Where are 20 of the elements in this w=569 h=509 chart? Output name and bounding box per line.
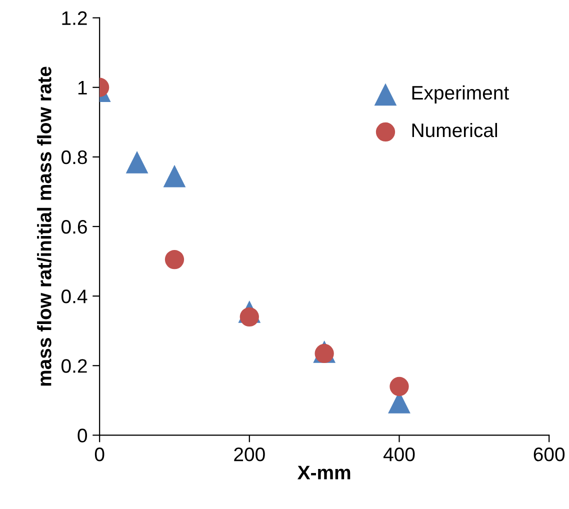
x-tick-label: 600 <box>534 448 565 462</box>
y-axis-title: mass flow rat/initial mass flow rate <box>37 66 52 386</box>
legend-label: Numerical <box>412 122 497 138</box>
y-tick-label: 0.8 <box>62 150 87 164</box>
x-tick-label: 0 <box>94 448 104 462</box>
y-tick-label: 0.4 <box>62 290 88 304</box>
y-tick-label: 1 <box>78 81 87 94</box>
y-tick-label: 0.6 <box>62 220 87 234</box>
x-tick-label: 200 <box>234 448 265 462</box>
y-tick-label: 0 <box>78 428 88 442</box>
point <box>126 150 148 174</box>
point <box>390 376 409 396</box>
y-tick-label: 0.2 <box>62 359 87 373</box>
x-axis-title: X-mm <box>297 466 350 480</box>
legend-label: Experiment <box>412 85 509 104</box>
point <box>163 164 186 188</box>
point <box>240 307 259 327</box>
y-tick-label: 1.2 <box>62 11 87 25</box>
x-tick-label: 400 <box>383 448 415 462</box>
point <box>164 250 184 270</box>
